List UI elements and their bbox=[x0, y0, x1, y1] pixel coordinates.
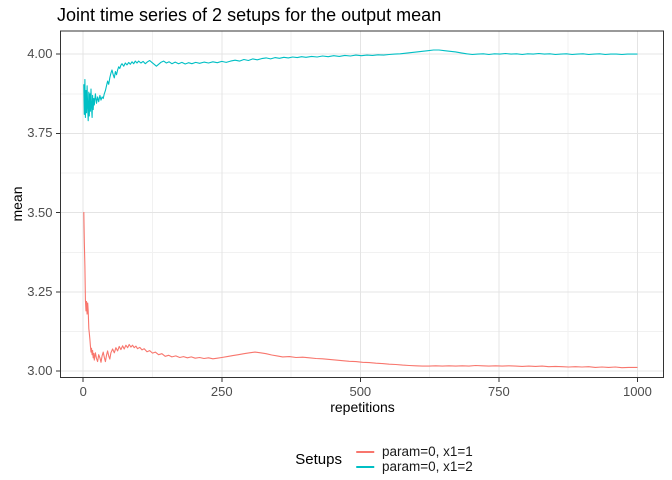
legend-key-line bbox=[355, 450, 374, 453]
legend-key-line bbox=[355, 465, 374, 468]
series-line-param-0-x1-2 bbox=[83, 49, 638, 122]
y-tick-label: 4.00 bbox=[27, 46, 53, 62]
legend: Setups param=0, x1=1 param=0, x1=2 bbox=[295, 444, 473, 474]
y-tick-label: 3.50 bbox=[27, 204, 53, 220]
legend-item-label: param=0, x1=2 bbox=[381, 459, 473, 474]
y-tick-label: 3.75 bbox=[27, 125, 53, 141]
x-tick-label: 750 bbox=[488, 383, 510, 399]
legend-item: param=0, x1=2 bbox=[355, 459, 473, 474]
x-tick-label: 0 bbox=[79, 383, 87, 399]
x-axis-title: repetitions bbox=[330, 399, 395, 415]
legend-item-label: param=0, x1=1 bbox=[381, 444, 473, 459]
legend-title: Setups bbox=[295, 450, 342, 468]
y-axis-title: mean bbox=[9, 186, 25, 222]
y-tick-label: 3.00 bbox=[27, 363, 53, 379]
series-line-param-0-x1-1 bbox=[83, 211, 638, 369]
legend-item: param=0, x1=1 bbox=[355, 444, 473, 459]
x-tick-label: 1000 bbox=[622, 383, 652, 399]
y-tick-label: 3.25 bbox=[27, 283, 53, 299]
legend-items: param=0, x1=1 param=0, x1=2 bbox=[346, 444, 473, 474]
x-tick-label: 250 bbox=[210, 383, 233, 399]
x-tick-label: 500 bbox=[349, 383, 372, 399]
panel-border bbox=[60, 30, 664, 378]
plot-title: Joint time series of 2 setups for the ou… bbox=[57, 5, 442, 25]
